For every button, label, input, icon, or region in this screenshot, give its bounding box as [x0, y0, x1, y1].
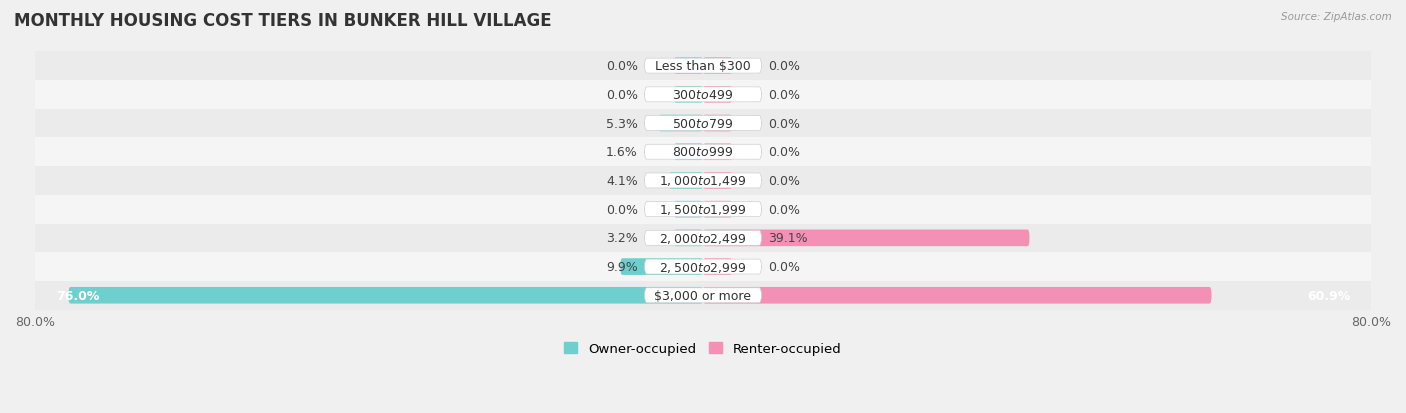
Text: 0.0%: 0.0% [768, 89, 800, 102]
Text: 0.0%: 0.0% [768, 203, 800, 216]
FancyBboxPatch shape [673, 144, 703, 161]
Text: $300 to $499: $300 to $499 [672, 89, 734, 102]
FancyBboxPatch shape [18, 109, 1388, 138]
FancyBboxPatch shape [703, 115, 733, 132]
FancyBboxPatch shape [703, 201, 733, 218]
FancyBboxPatch shape [703, 87, 733, 103]
FancyBboxPatch shape [703, 144, 733, 161]
Text: $500 to $799: $500 to $799 [672, 117, 734, 130]
Text: $3,000 or more: $3,000 or more [655, 289, 751, 302]
Text: $2,000 to $2,499: $2,000 to $2,499 [659, 231, 747, 245]
Legend: Owner-occupied, Renter-occupied: Owner-occupied, Renter-occupied [560, 337, 846, 360]
FancyBboxPatch shape [18, 81, 1388, 109]
Text: Source: ZipAtlas.com: Source: ZipAtlas.com [1281, 12, 1392, 22]
Text: 0.0%: 0.0% [768, 146, 800, 159]
Text: Less than $300: Less than $300 [655, 60, 751, 73]
FancyBboxPatch shape [644, 116, 762, 131]
FancyBboxPatch shape [18, 138, 1388, 167]
Text: 0.0%: 0.0% [768, 60, 800, 73]
Text: 0.0%: 0.0% [606, 203, 638, 216]
FancyBboxPatch shape [620, 259, 703, 275]
FancyBboxPatch shape [673, 230, 703, 247]
Text: MONTHLY HOUSING COST TIERS IN BUNKER HILL VILLAGE: MONTHLY HOUSING COST TIERS IN BUNKER HIL… [14, 12, 551, 30]
Text: 0.0%: 0.0% [606, 89, 638, 102]
Text: $800 to $999: $800 to $999 [672, 146, 734, 159]
FancyBboxPatch shape [703, 230, 1029, 247]
FancyBboxPatch shape [703, 259, 733, 275]
FancyBboxPatch shape [644, 145, 762, 160]
FancyBboxPatch shape [644, 173, 762, 188]
FancyBboxPatch shape [673, 201, 703, 218]
FancyBboxPatch shape [703, 58, 733, 75]
Text: 39.1%: 39.1% [768, 232, 808, 245]
Text: 3.2%: 3.2% [606, 232, 638, 245]
FancyBboxPatch shape [18, 253, 1388, 281]
FancyBboxPatch shape [669, 173, 703, 189]
FancyBboxPatch shape [703, 173, 733, 189]
Text: 0.0%: 0.0% [768, 175, 800, 188]
FancyBboxPatch shape [644, 59, 762, 74]
FancyBboxPatch shape [673, 58, 703, 75]
Text: 76.0%: 76.0% [56, 289, 100, 302]
FancyBboxPatch shape [18, 281, 1388, 310]
Text: $2,500 to $2,999: $2,500 to $2,999 [659, 260, 747, 274]
FancyBboxPatch shape [644, 259, 762, 274]
FancyBboxPatch shape [659, 115, 703, 132]
FancyBboxPatch shape [644, 202, 762, 217]
FancyBboxPatch shape [644, 231, 762, 246]
Text: 5.3%: 5.3% [606, 117, 638, 130]
Text: 1.6%: 1.6% [606, 146, 638, 159]
Text: 0.0%: 0.0% [606, 60, 638, 73]
FancyBboxPatch shape [18, 224, 1388, 253]
FancyBboxPatch shape [69, 287, 703, 304]
FancyBboxPatch shape [18, 167, 1388, 195]
Text: 9.9%: 9.9% [606, 261, 638, 273]
FancyBboxPatch shape [18, 195, 1388, 224]
Text: 0.0%: 0.0% [768, 117, 800, 130]
FancyBboxPatch shape [703, 287, 1212, 304]
FancyBboxPatch shape [644, 288, 762, 303]
Text: $1,500 to $1,999: $1,500 to $1,999 [659, 203, 747, 217]
FancyBboxPatch shape [644, 88, 762, 102]
Text: 0.0%: 0.0% [768, 261, 800, 273]
FancyBboxPatch shape [673, 87, 703, 103]
Text: 60.9%: 60.9% [1306, 289, 1350, 302]
Text: $1,000 to $1,499: $1,000 to $1,499 [659, 174, 747, 188]
Text: 4.1%: 4.1% [606, 175, 638, 188]
FancyBboxPatch shape [18, 52, 1388, 81]
